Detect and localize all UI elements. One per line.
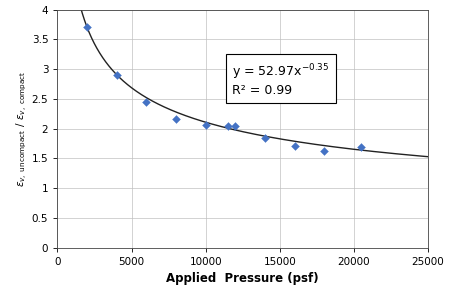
Point <box>83 25 90 30</box>
Y-axis label: $\varepsilon_{v,\ \mathrm{uncompact}}\ /\ \varepsilon_{v,\ \mathrm{compact}}$: $\varepsilon_{v,\ \mathrm{uncompact}}\ /… <box>14 70 29 187</box>
X-axis label: Applied  Pressure (psf): Applied Pressure (psf) <box>166 272 319 285</box>
Point <box>232 123 239 128</box>
Point <box>358 144 365 149</box>
Point <box>113 73 120 77</box>
Point <box>224 123 231 128</box>
Point <box>172 116 180 121</box>
Text: y = 52.97x$^{-0.35}$
R² = 0.99: y = 52.97x$^{-0.35}$ R² = 0.99 <box>232 63 329 97</box>
Point <box>202 122 209 127</box>
Point <box>261 135 269 140</box>
Point <box>321 148 328 153</box>
Point <box>291 144 298 148</box>
Point <box>143 100 150 104</box>
